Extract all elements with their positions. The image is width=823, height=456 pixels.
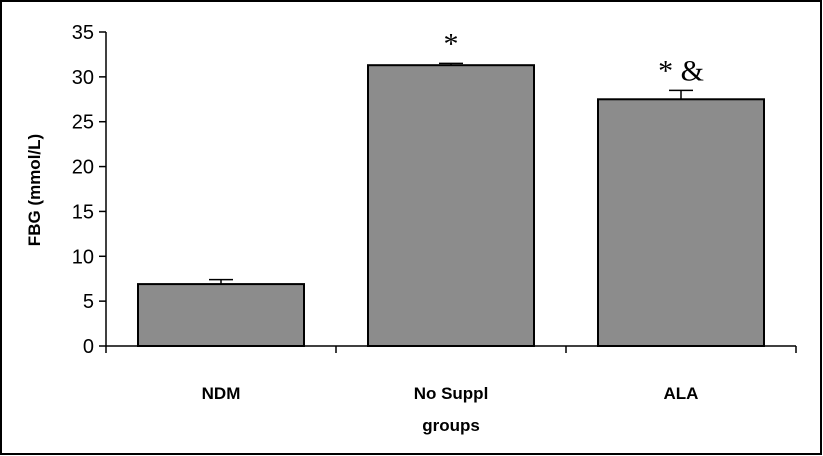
x-category-label-0: NDM [202, 384, 241, 403]
x-category-label-1: No Suppl [414, 384, 489, 403]
bar-ndm [137, 283, 305, 347]
y-tick-label-0: 0 [83, 336, 94, 358]
y-tick-label-5: 25 [72, 112, 94, 134]
y-tick-label-4: 20 [72, 157, 94, 179]
y-tick-label-6: 30 [72, 67, 94, 89]
bar-annotation-1: * [444, 27, 459, 60]
bar-no-suppl [367, 64, 535, 348]
bar-ala [597, 98, 765, 347]
y-tick-label-1: 5 [83, 291, 94, 313]
y-tick-label-2: 10 [72, 246, 94, 268]
x-axis-title: groups [422, 416, 480, 435]
y-axis-title: FBG (mmol/L) [25, 134, 44, 246]
y-tick-label-7: 35 [72, 22, 94, 44]
x-category-label-2: ALA [664, 384, 699, 403]
y-tick-label-3: 15 [72, 201, 94, 223]
bar-annotation-2: * & [658, 54, 704, 87]
plot-area: 0 5 10 15 20 25 30 35 NDM No Suppl * ALA * & [72, 22, 797, 403]
